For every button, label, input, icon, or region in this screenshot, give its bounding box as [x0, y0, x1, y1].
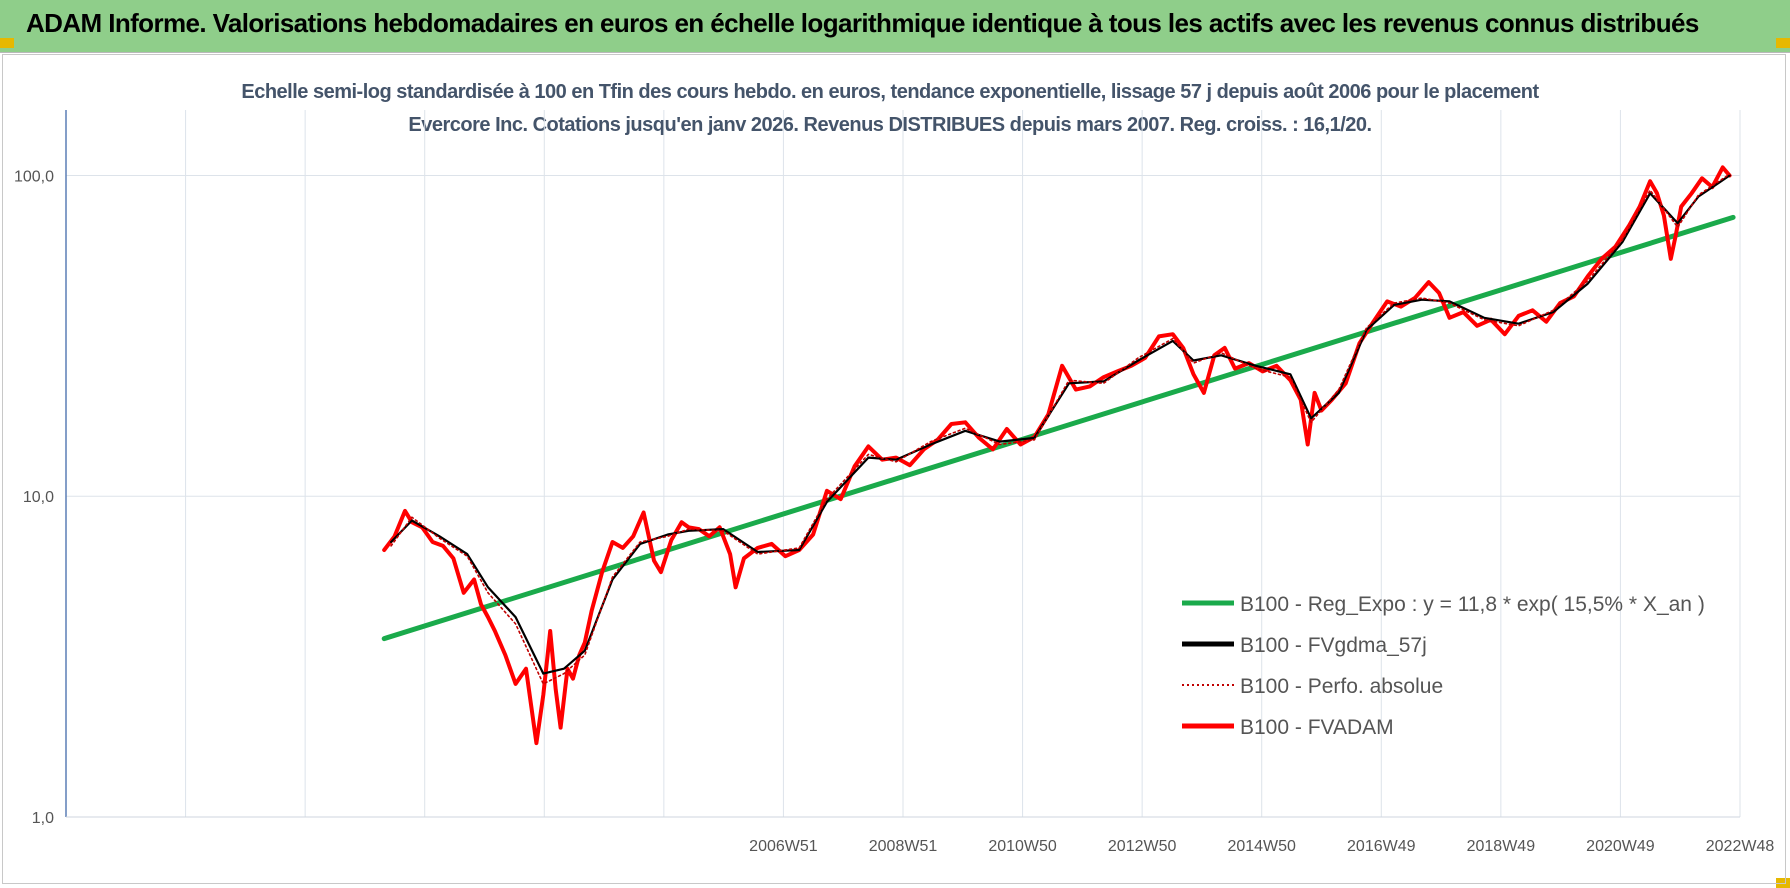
x-tick-label: 2020W49 [1586, 838, 1655, 855]
legend-label: B100 - Reg_Expo : y = 11,8 * exp( 15,5% … [1240, 593, 1705, 616]
chart-frame [2, 54, 1786, 884]
x-tick-label: 2014W50 [1227, 838, 1296, 855]
y-tick-label: 100,0 [14, 168, 54, 185]
x-tick-label: 2016W49 [1347, 838, 1416, 855]
corner-marker-top-left [0, 38, 14, 48]
legend-label: B100 - FVADAM [1240, 716, 1394, 739]
x-tick-label: 2018W49 [1467, 838, 1536, 855]
legend-label: B100 - FVgdma_57j [1240, 634, 1427, 657]
x-tick-label: 2008W51 [869, 838, 938, 855]
y-tick-label: 1,0 [32, 810, 54, 827]
x-tick-label: 2006W51 [749, 838, 818, 855]
x-tick-label: 2022W48 [1706, 838, 1775, 855]
corner-marker-top-right [1776, 38, 1790, 48]
axis-layer: 1,0 10,0 100,0 2006W51 2008W51 2010W50 2012W50… [14, 110, 1775, 855]
series-line-fvadam [382, 165, 1732, 746]
header-banner: ADAM Informe. Valorisations hebdomadaire… [0, 0, 1790, 53]
y-tick-label: 10,0 [23, 489, 54, 506]
x-tick-label: 2012W50 [1108, 838, 1177, 855]
series-line-reg-expo [381, 214, 1736, 642]
x-tick-label: 2010W50 [988, 838, 1057, 855]
legend: B100 - Reg_Expo : y = 11,8 * exp( 15,5% … [1182, 593, 1705, 739]
chart-title: Echelle semi-log standardisée à 100 en T… [241, 81, 1539, 136]
report-title: ADAM Informe. Valorisations hebdomadaire… [26, 8, 1699, 38]
legend-label: B100 - Perfo. absolue [1240, 675, 1443, 698]
series-line-perfo-absolue [390, 173, 1731, 685]
series-layer [381, 165, 1736, 746]
